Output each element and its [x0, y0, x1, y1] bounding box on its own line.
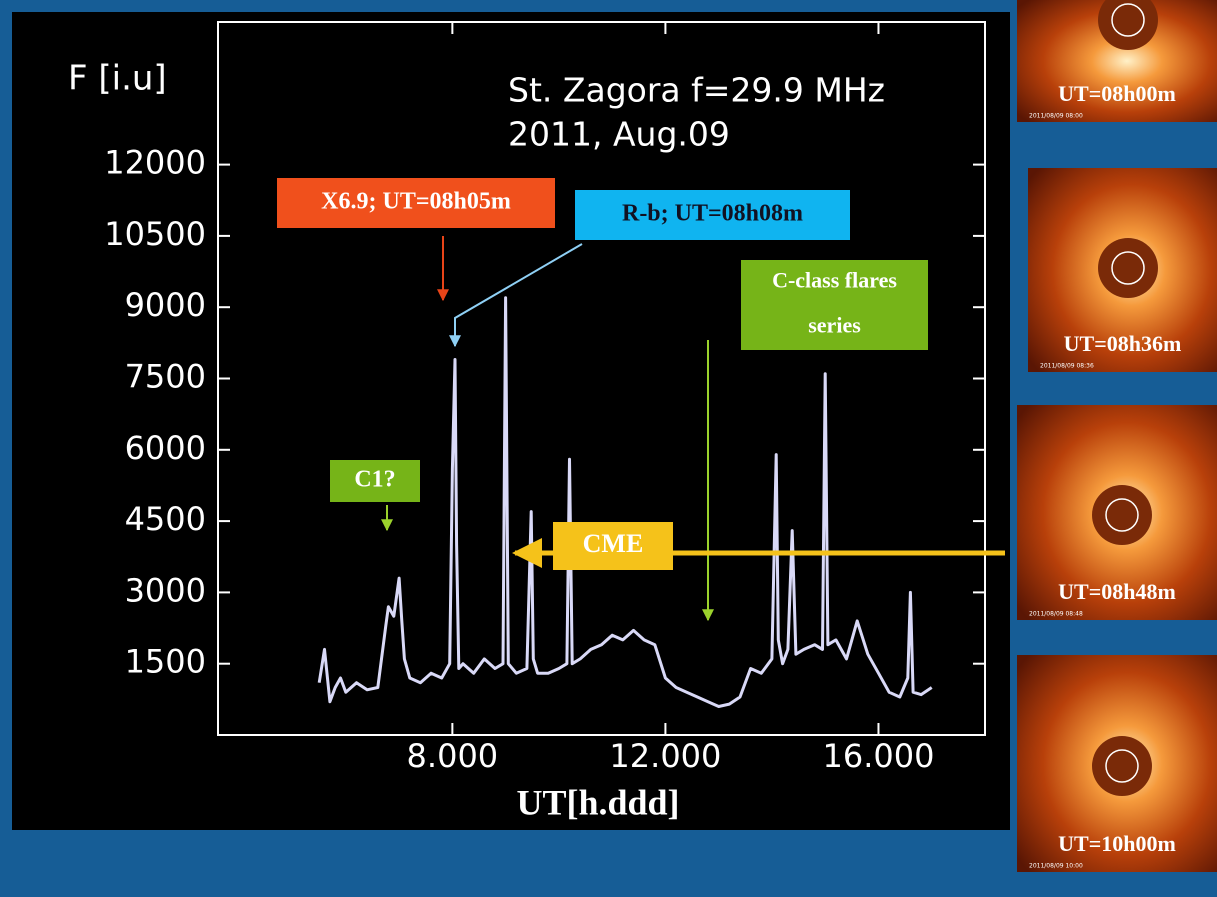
annotation-text: X6.9; UT=08h05m: [321, 189, 511, 215]
occulter-disk: [1092, 736, 1152, 796]
chart-title: St. Zagora f=29.9 MHz: [508, 71, 885, 110]
image-label: UT=08h00m: [1058, 81, 1176, 106]
y-tick-label: 7500: [125, 358, 206, 396]
slide: 1500 3000 4500 6000 7500 9000 10500 12000 8.000 1…: [0, 0, 1217, 897]
y-tick-label: 3000: [125, 571, 206, 609]
annotation-text: C-class flares: [772, 268, 897, 293]
annotation-text: series: [808, 313, 861, 338]
image-timestamp: 2011/08/09 08:48: [1029, 611, 1083, 618]
y-tick-label: 4500: [125, 500, 206, 538]
image-timestamp: 2011/08/09 08:00: [1029, 113, 1083, 120]
y-tick-label: 6000: [125, 429, 206, 467]
x-tick-label: 16.000: [822, 737, 934, 775]
image-label: UT=10h00m: [1058, 831, 1176, 856]
occulter-disk: [1098, 238, 1158, 298]
x-axis-label: UT[h.ddd]: [516, 782, 679, 822]
annotation-text: C1?: [354, 467, 395, 493]
y-tick-label: 1500: [125, 643, 206, 681]
image-label: UT=08h36m: [1064, 331, 1182, 356]
y-axis-label: F [i.u]: [68, 59, 167, 99]
annotation-text: CME: [583, 529, 644, 558]
y-tick-label: 10500: [104, 215, 206, 253]
image-timestamp: 2011/08/09 10:00: [1029, 863, 1083, 870]
annotation-text: R-b; UT=08h08m: [622, 201, 803, 227]
chart-subtitle: 2011, Aug.09: [508, 115, 730, 154]
occulter-disk: [1092, 485, 1152, 545]
x-tick-label: 12.000: [609, 737, 721, 775]
y-tick-label: 12000: [104, 144, 206, 182]
image-label: UT=08h48m: [1058, 579, 1176, 604]
image-timestamp: 2011/08/09 08:36: [1040, 363, 1094, 370]
x-tick-label: 8.000: [407, 737, 499, 775]
y-tick-label: 9000: [125, 286, 206, 324]
